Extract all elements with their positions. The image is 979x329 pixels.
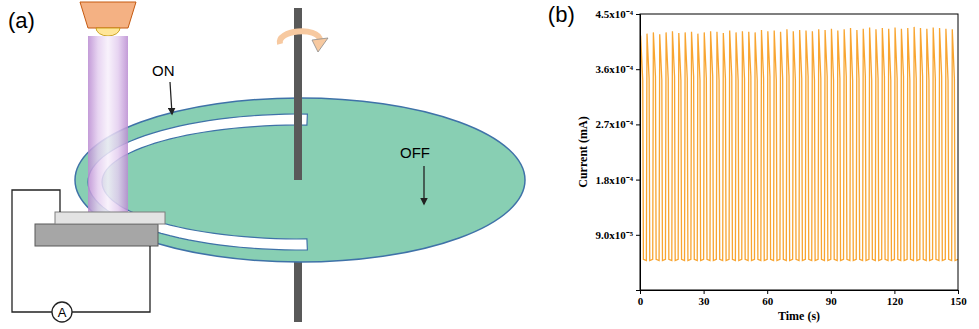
y-tick: 3.6x10⁻⁴ <box>595 63 640 75</box>
y-tick-mark <box>636 14 640 15</box>
x-tick: 90 <box>826 290 838 307</box>
y-tick-label: 2.7x10⁻⁴ <box>595 118 633 130</box>
bottom-plate <box>35 224 158 246</box>
y-tick-label: 4.5x10⁻⁴ <box>595 8 633 20</box>
panel-label: (a) <box>8 8 35 33</box>
x-tick-label: 90 <box>826 295 838 307</box>
lamp <box>80 2 136 28</box>
top-plate <box>55 212 165 224</box>
x-tick-label: 120 <box>887 295 904 307</box>
y-tick-mark <box>636 180 640 181</box>
y-tick: 4.5x10⁻⁴ <box>595 8 640 20</box>
plot-area <box>640 27 958 261</box>
y-axis-line <box>636 15 641 291</box>
light-beam <box>88 36 128 213</box>
y-tick-mark <box>636 235 640 236</box>
wire <box>12 190 60 312</box>
x-tick-mark <box>831 290 832 294</box>
figure: A ON OFF (a) 0 30 60 90 120 150 9.0x10⁻⁵ 1.8x10⁻⁴ 2.… <box>0 0 979 329</box>
rotation-arrow-head <box>312 38 328 52</box>
x-tick-label: 30 <box>699 295 711 307</box>
plot-frame <box>640 14 958 290</box>
x-tick-mark <box>704 290 705 294</box>
on-arrow <box>170 82 172 114</box>
x-tick-mark <box>894 290 895 294</box>
data-line <box>640 27 958 261</box>
y-tick: 1.8x10⁻⁴ <box>595 174 640 186</box>
off-arrow <box>423 166 424 204</box>
y-tick-label: 1.8x10⁻⁴ <box>595 174 633 186</box>
y-tick: 9.0x10⁻⁵ <box>595 229 640 241</box>
y-tick: 2.7x10⁻⁴ <box>595 118 640 130</box>
x-tick-mark <box>958 290 959 294</box>
y-tick-mark <box>636 124 640 125</box>
x-tick: 0 <box>638 290 644 307</box>
wire <box>72 246 150 312</box>
y-axis: 9.0x10⁻⁵ 1.8x10⁻⁴ 2.7x10⁻⁴ 3.6x10⁻⁴ 4.5x10⁻⁴ <box>595 8 640 290</box>
x-tick-label: 0 <box>638 295 644 307</box>
x-tick: 120 <box>887 290 904 307</box>
shaft <box>294 8 302 322</box>
y-tick-label: 9.0x10⁻⁵ <box>595 229 633 241</box>
x-tick-label: 60 <box>762 295 774 307</box>
panel-label: (b) <box>548 2 575 27</box>
x-tick-label: 150 <box>950 295 967 307</box>
y-tick-mark <box>636 69 640 70</box>
off-label: OFF <box>400 144 430 161</box>
ammeter <box>52 302 72 322</box>
ammeter-label: A <box>58 305 67 320</box>
x-tick: 150 <box>950 290 967 307</box>
on-label: ON <box>152 62 175 79</box>
panel-a: A ON OFF (a) <box>8 2 525 322</box>
x-tick: 30 <box>699 290 711 307</box>
x-axis-line <box>641 291 959 295</box>
y-axis-title: Current (mA) <box>576 116 590 187</box>
panel-b: 0 30 60 90 120 150 9.0x10⁻⁵ 1.8x10⁻⁴ 2.7x10⁻⁴ 3.6… <box>548 2 967 323</box>
y-tick-label: 3.6x10⁻⁴ <box>595 63 633 75</box>
x-tick: 60 <box>762 290 774 307</box>
bulb <box>96 28 120 36</box>
x-tick-mark <box>767 290 768 294</box>
x-axis-title: Time (s) <box>778 309 820 323</box>
x-axis: 0 30 60 90 120 150 <box>638 290 968 307</box>
